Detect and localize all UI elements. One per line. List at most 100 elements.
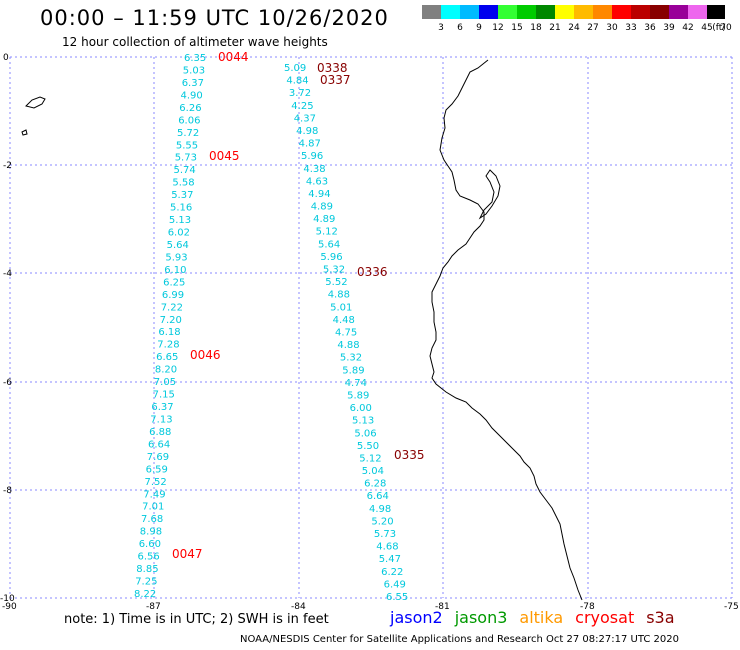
wave-height-value: 5.64 [318, 239, 340, 250]
wave-height-value: 6.10 [164, 265, 186, 276]
legend-label: 3 [438, 23, 444, 33]
legend-label: 24 [568, 23, 580, 33]
wave-height-value: 5.52 [325, 277, 347, 288]
legend-swatch [479, 5, 498, 19]
east-track-values: 5.094.843.724.254.374.984.875.964.384.63… [284, 63, 408, 603]
satellite-name: altika [519, 608, 564, 627]
wave-height-value: 4.89 [313, 214, 335, 225]
legend-swatch [688, 5, 707, 19]
wave-height-value: 6.88 [149, 427, 171, 438]
legend-label: 42 [682, 23, 694, 33]
wave-height-value: 7.15 [153, 390, 175, 401]
wave-height-value: 5.74 [174, 165, 196, 176]
coastline [429, 59, 583, 601]
wave-height-value: 6.56 [138, 552, 160, 563]
wave-height-value: 8.20 [155, 365, 177, 376]
wave-height-value: 5.09 [284, 63, 306, 74]
wave-height-value: 7.22 [161, 302, 183, 313]
legend-label: 9 [476, 23, 482, 33]
legend-swatch [574, 5, 593, 19]
track-time-label: 0335 [394, 448, 425, 462]
wave-height-value: 4.98 [369, 504, 391, 515]
wave-height-value: 6.37 [182, 78, 204, 89]
wave-height-value: 6.59 [146, 464, 168, 475]
wave-height-value: 7.13 [150, 415, 172, 426]
wave-height-value: 4.89 [311, 202, 333, 213]
wave-height-value: 5.50 [357, 441, 379, 452]
legend-swatch [707, 5, 725, 19]
latitude-label: -4 [3, 269, 12, 279]
legend-label: 21 [549, 23, 561, 33]
axis-labels: 0 -2 -4 -6 -8 -10-90 -87 -84 -81 -78 -75 [0, 53, 739, 612]
legend-swatch [593, 5, 612, 19]
lat-lon-grid [9, 56, 733, 599]
track-time-label: 0338 [317, 61, 348, 75]
wave-height-value: 8.98 [140, 527, 162, 538]
wave-height-value: 5.55 [176, 140, 198, 151]
satellite-name: cryosat [575, 608, 635, 627]
latitude-label: -8 [3, 486, 12, 496]
wave-height-value: 5.13 [352, 416, 374, 427]
wave-height-value: 6.02 [168, 228, 190, 239]
wave-height-value: 6.55 [386, 592, 408, 603]
wave-height-value: 5.32 [323, 265, 345, 276]
wave-height-value: 4.63 [306, 176, 328, 187]
longitude-label: -81 [435, 602, 450, 612]
wave-height-value: 7.69 [147, 452, 169, 463]
wave-height-value: 4.88 [328, 290, 350, 301]
wave-height-value: 5.72 [177, 128, 199, 139]
track-time-label: 0337 [320, 73, 351, 87]
wave-height-value: 5.32 [340, 353, 362, 364]
longitude-label: -84 [291, 602, 306, 612]
legend-label: 39 [663, 23, 675, 33]
wave-height-value: 4.48 [333, 315, 355, 326]
legend-label: 33 [625, 23, 637, 33]
wave-height-value: 7.28 [157, 340, 179, 351]
satellite-name: jason3 [454, 608, 508, 627]
legend-swatch [460, 5, 479, 19]
legend-label: 6 [457, 23, 463, 33]
legend-swatch [669, 5, 688, 19]
wave-height-value: 5.20 [371, 516, 393, 527]
wave-height-value: 6.64 [367, 491, 389, 502]
wave-height-value: 6.25 [163, 277, 185, 288]
wave-height-value: 5.89 [347, 391, 369, 402]
latitude-label: 0 [3, 53, 9, 63]
wave-height-value: 6.28 [364, 479, 386, 490]
wave-height-value: 8.22 [134, 589, 156, 600]
wave-height-value: 4.25 [291, 101, 313, 112]
track-time-label: 0045 [209, 149, 240, 163]
wave-height-value: 5.58 [172, 178, 194, 189]
latitude-label: -6 [3, 378, 12, 388]
longitude-label: -78 [580, 602, 595, 612]
legend-swatch [555, 5, 574, 19]
wave-height-value: 6.26 [179, 103, 201, 114]
wave-height-value: 5.93 [165, 252, 187, 263]
small-island-outline [21, 129, 28, 136]
longitude-label: -90 [2, 602, 17, 612]
wave-height-value: 4.84 [286, 76, 308, 87]
wave-height-value: 5.04 [362, 466, 384, 477]
legend-swatch [517, 5, 536, 19]
wave-height-value: 5.06 [354, 428, 376, 439]
legend-swatch [441, 5, 460, 19]
legend-label: 12 [492, 23, 504, 33]
wave-height-value: 5.96 [301, 151, 323, 162]
inlet-coastline [478, 169, 501, 220]
wave-height-value: 4.68 [376, 542, 398, 553]
wave-height-value: 5.16 [170, 203, 192, 214]
track-time-label: 0046 [190, 348, 221, 362]
satellite-names: jason2 jason3 altika cryosat s3a [390, 608, 687, 627]
track-time-label: 0047 [172, 547, 203, 561]
legend-label: 27 [587, 23, 599, 33]
legend-label: 30 [606, 23, 618, 33]
track-time-label: 0044 [218, 50, 249, 64]
legend-swatch [498, 5, 517, 19]
wave-height-value: 4.38 [303, 164, 325, 175]
wave-height-value: 4.37 [294, 113, 316, 124]
legend-swatch [612, 5, 631, 19]
wave-height-value: 5.73 [374, 529, 396, 540]
wave-height-value: 5.73 [175, 153, 197, 164]
